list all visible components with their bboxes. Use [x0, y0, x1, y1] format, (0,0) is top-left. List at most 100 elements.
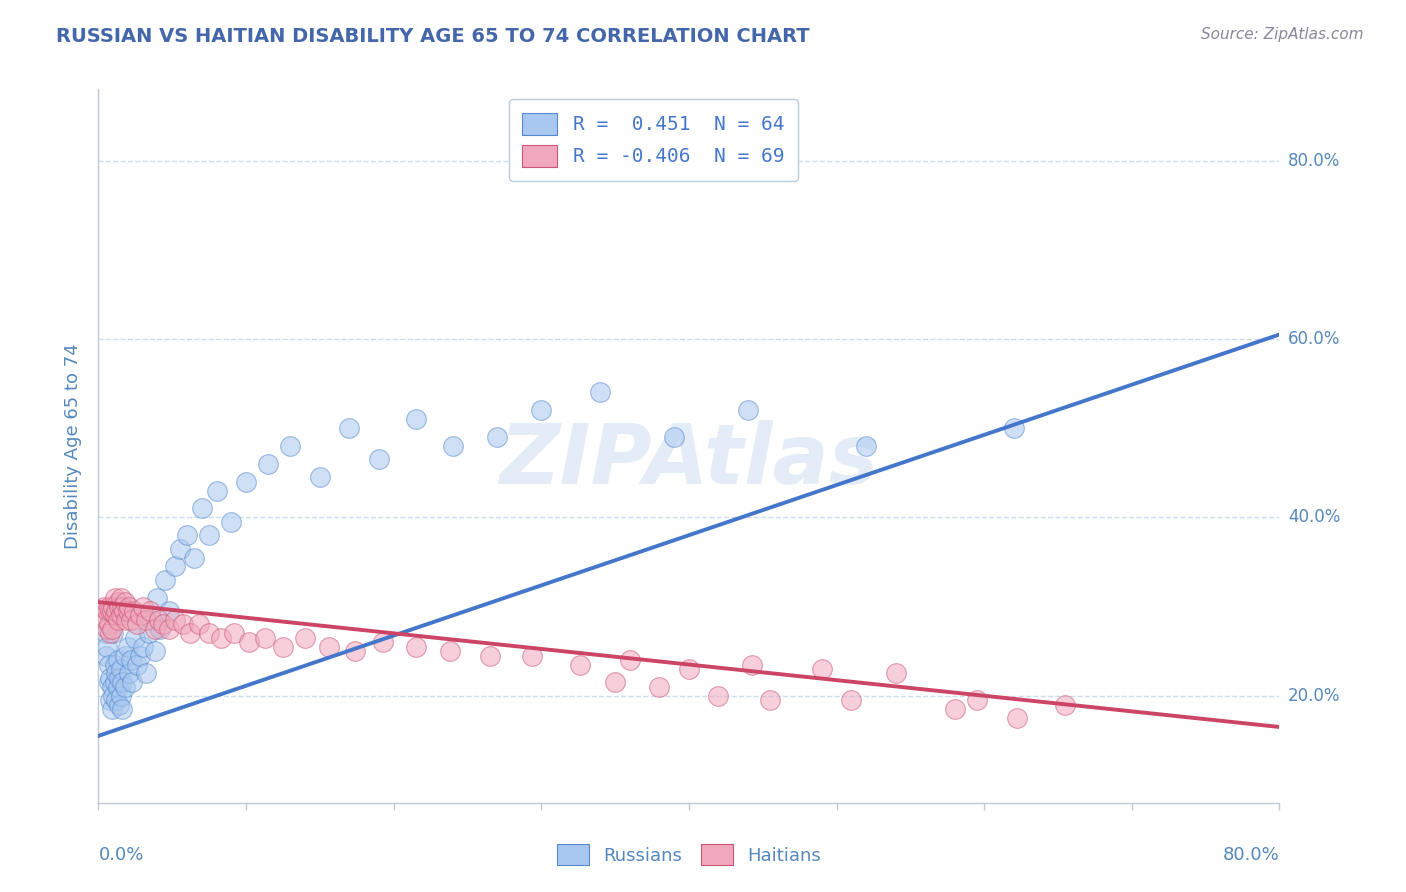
Point — [373, 635, 395, 649]
Point — [152, 617, 174, 632]
Point — [104, 657, 127, 672]
Point — [405, 412, 427, 426]
Point — [589, 385, 612, 400]
Point — [198, 626, 221, 640]
Point — [96, 622, 118, 636]
Point — [1054, 698, 1077, 712]
Point — [98, 693, 121, 707]
Point — [157, 622, 180, 636]
Point — [104, 608, 127, 623]
Point — [117, 604, 139, 618]
Point — [294, 631, 316, 645]
Point — [108, 698, 131, 712]
Point — [124, 631, 146, 645]
Point — [187, 617, 209, 632]
Point — [112, 604, 135, 618]
Point — [205, 483, 228, 498]
Point — [100, 604, 122, 618]
Point — [120, 653, 142, 667]
Point — [183, 550, 205, 565]
Point — [121, 675, 143, 690]
Point — [648, 680, 671, 694]
Point — [664, 430, 686, 444]
Point — [98, 604, 121, 618]
Point — [98, 671, 121, 685]
Point — [93, 599, 115, 614]
Point — [257, 457, 280, 471]
Point — [165, 559, 187, 574]
Point — [103, 626, 125, 640]
Point — [148, 613, 170, 627]
Point — [114, 680, 136, 694]
Point — [221, 515, 243, 529]
Point — [176, 528, 198, 542]
Point — [169, 541, 191, 556]
Point — [111, 675, 134, 690]
Point — [125, 617, 148, 632]
Point — [97, 657, 120, 672]
Point — [530, 403, 553, 417]
Point — [157, 604, 180, 618]
Point — [855, 439, 877, 453]
Text: 40.0%: 40.0% — [1288, 508, 1340, 526]
Point — [111, 702, 134, 716]
Point — [143, 644, 166, 658]
Point — [107, 595, 129, 609]
Point — [568, 657, 591, 672]
Point — [128, 648, 150, 663]
Point — [810, 662, 832, 676]
Point — [707, 689, 730, 703]
Point — [135, 666, 157, 681]
Point — [103, 689, 125, 703]
Point — [478, 648, 501, 663]
Point — [841, 693, 863, 707]
Point — [122, 604, 145, 618]
Point — [271, 640, 294, 654]
Point — [135, 613, 157, 627]
Point — [943, 702, 966, 716]
Point — [120, 613, 142, 627]
Text: ZIPAtlas: ZIPAtlas — [499, 420, 879, 500]
Point — [191, 501, 214, 516]
Point — [105, 604, 128, 618]
Point — [1002, 421, 1025, 435]
Point — [128, 608, 150, 623]
Point — [238, 635, 260, 649]
Point — [132, 640, 155, 654]
Point — [405, 640, 427, 654]
Point — [97, 599, 120, 614]
Point — [280, 439, 302, 453]
Text: 80.0%: 80.0% — [1223, 846, 1279, 863]
Point — [103, 599, 125, 614]
Point — [441, 439, 464, 453]
Point — [111, 599, 134, 614]
Point — [117, 640, 139, 654]
Text: Source: ZipAtlas.com: Source: ZipAtlas.com — [1201, 27, 1364, 42]
Point — [96, 604, 118, 618]
Point — [94, 626, 117, 640]
Point — [97, 675, 120, 690]
Point — [114, 595, 136, 609]
Point — [619, 653, 641, 667]
Point — [96, 640, 118, 654]
Point — [165, 613, 187, 627]
Point — [139, 604, 162, 618]
Point — [114, 648, 136, 663]
Point — [94, 648, 117, 663]
Point — [110, 662, 132, 676]
Text: RUSSIAN VS HAITIAN DISABILITY AGE 65 TO 74 CORRELATION CHART: RUSSIAN VS HAITIAN DISABILITY AGE 65 TO … — [56, 27, 810, 45]
Point — [605, 675, 627, 690]
Point — [153, 573, 176, 587]
Point — [235, 475, 257, 489]
Point — [118, 599, 141, 614]
Point — [100, 622, 122, 636]
Point — [966, 693, 988, 707]
Point — [105, 666, 128, 681]
Point — [309, 470, 332, 484]
Point — [132, 599, 155, 614]
Point — [179, 626, 201, 640]
Point — [108, 599, 131, 614]
Text: 20.0%: 20.0% — [1288, 687, 1340, 705]
Point — [105, 693, 128, 707]
Point — [884, 666, 907, 681]
